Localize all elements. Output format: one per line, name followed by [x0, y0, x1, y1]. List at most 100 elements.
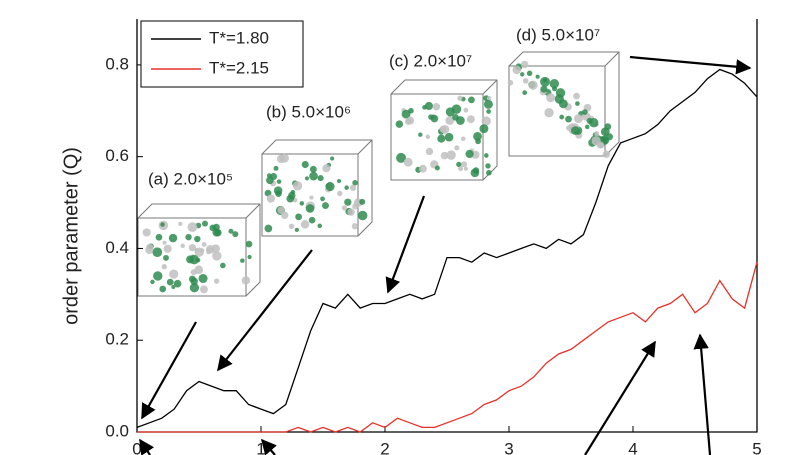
cluster: [457, 95, 463, 101]
cluster: [295, 213, 302, 221]
cluster: [486, 109, 491, 114]
cluster: [440, 151, 449, 160]
inset-cube: [261, 139, 373, 237]
cluster: [189, 283, 200, 293]
cluster: [232, 231, 239, 238]
arrow: [629, 55, 752, 75]
cluster: [300, 220, 310, 229]
y-tick-label: 0.2: [105, 330, 129, 349]
cluster: [166, 278, 174, 286]
cluster: [292, 181, 303, 191]
cluster: [357, 210, 368, 221]
legend-box: [140, 20, 304, 88]
cluster: [418, 132, 423, 137]
annotation: (b) 5.0×10⁶: [266, 102, 351, 121]
cluster: [288, 223, 295, 230]
inset-cube: [390, 79, 498, 181]
arrow: [141, 321, 197, 420]
cluster: [424, 101, 434, 111]
y-axis-label: order parameter (Q): [60, 147, 82, 325]
cluster: [432, 103, 441, 111]
cluster: [430, 114, 439, 123]
cluster: [528, 80, 538, 90]
cluster: [473, 131, 482, 141]
cluster: [344, 198, 352, 206]
cluster: [582, 109, 588, 115]
cluster: [160, 222, 165, 227]
cluster: [558, 99, 568, 109]
cluster: [159, 285, 167, 293]
cluster: [317, 223, 323, 229]
cluster: [535, 74, 540, 79]
cluster: [395, 120, 404, 128]
cluster: [445, 116, 455, 125]
cluster: [270, 172, 278, 180]
cluster: [549, 79, 559, 89]
cluster: [452, 114, 459, 121]
cluster: [341, 205, 348, 211]
cluster: [471, 150, 480, 159]
cluster: [594, 131, 600, 137]
plot: 0.00.20.40.60.80 1 2 3 4 5T*=1.80T*=2.15: [105, 19, 762, 455]
cluster: [522, 90, 528, 96]
cluster: [201, 242, 207, 247]
cluster: [171, 285, 176, 290]
cluster: [458, 166, 464, 172]
cluster: [162, 240, 167, 245]
annotation: (d) 5.0×10⁷: [516, 25, 600, 44]
cluster: [168, 233, 178, 243]
cluster: [337, 190, 343, 197]
cluster: [304, 176, 309, 181]
cluster: [465, 149, 474, 159]
cluster: [540, 85, 548, 93]
cluster: [406, 116, 415, 125]
cluster: [290, 189, 296, 195]
y-tick-label: 0.8: [105, 54, 129, 73]
cluster: [344, 185, 349, 190]
y-tick-label: 0.6: [105, 146, 129, 165]
cluster: [200, 285, 208, 294]
cluster: [211, 244, 221, 253]
cluster: [403, 157, 413, 167]
legend-label: T*=2.15: [209, 58, 269, 77]
cluster: [472, 167, 480, 174]
y-tick-label: 0.4: [105, 238, 129, 257]
cluster: [213, 278, 220, 284]
cluster: [520, 72, 525, 77]
cluster: [245, 240, 253, 248]
cluster: [294, 227, 299, 232]
cluster: [483, 99, 493, 109]
cluster: [604, 123, 612, 131]
cluster: [202, 220, 208, 227]
cluster: [188, 244, 196, 252]
cluster: [264, 224, 273, 233]
cluster: [359, 198, 366, 205]
cluster: [266, 194, 275, 203]
cluster: [512, 65, 522, 75]
cluster: [190, 277, 198, 286]
cluster: [466, 115, 475, 124]
cluster: [605, 133, 613, 141]
cluster: [484, 153, 489, 158]
cluster: [320, 196, 325, 202]
cluster: [602, 150, 611, 158]
arrow: [139, 438, 155, 455]
cluster: [276, 154, 286, 164]
cluster: [468, 96, 475, 104]
cluster: [187, 222, 198, 233]
axes-frame: [136, 19, 758, 433]
cluster: [555, 88, 566, 98]
cube-edge: [137, 203, 261, 297]
cluster: [330, 156, 335, 161]
cluster: [544, 107, 554, 118]
insets: (a) 2.0×10⁵ (b) 5.0×10⁶ (c) 2.0×10⁷ (d) 5.0…: [137, 25, 620, 297]
cluster: [486, 96, 492, 101]
arrow: [385, 195, 426, 294]
cluster: [247, 254, 252, 260]
cluster: [352, 203, 359, 210]
cluster: [559, 114, 565, 120]
cluster: [146, 243, 154, 251]
x-tick-label: 2: [380, 439, 389, 455]
cluster: [194, 235, 201, 243]
cluster: [322, 164, 331, 173]
